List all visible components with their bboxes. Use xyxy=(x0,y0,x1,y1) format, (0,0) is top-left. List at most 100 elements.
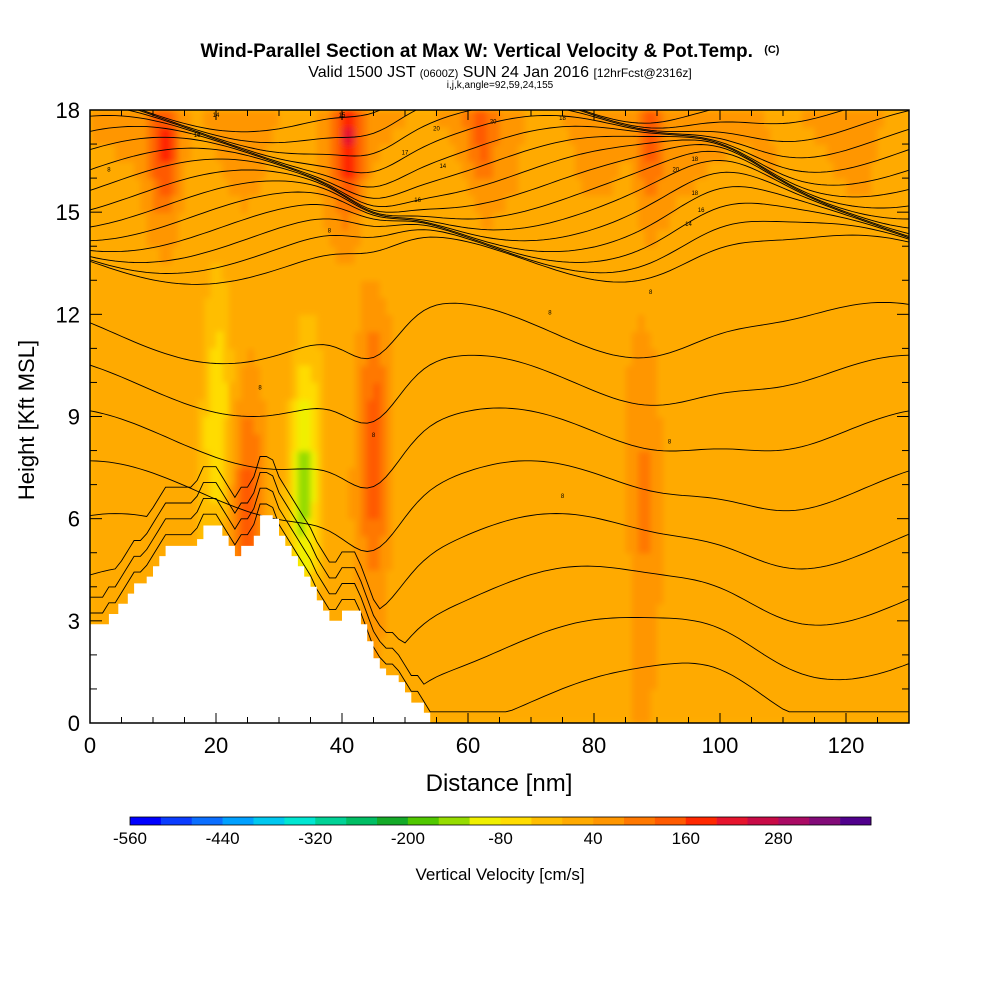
vv-cell xyxy=(373,603,381,622)
contour-label: 8 xyxy=(328,229,332,235)
vv-cell xyxy=(436,195,444,213)
vv-cell xyxy=(146,331,154,350)
vv-cell xyxy=(310,144,318,162)
vv-cell xyxy=(783,688,791,707)
vv-cell xyxy=(335,552,343,571)
vv-cell xyxy=(392,501,400,520)
colorbar-frame xyxy=(129,816,872,826)
vv-cell xyxy=(839,501,847,520)
vv-cell xyxy=(764,195,772,213)
vv-cell xyxy=(814,416,822,435)
vv-cell xyxy=(468,399,476,418)
vv-cell xyxy=(871,161,879,179)
vv-cell xyxy=(751,467,759,486)
vv-cell xyxy=(587,178,595,196)
vv-cell xyxy=(726,246,734,264)
vv-cell xyxy=(612,331,620,350)
vv-cell xyxy=(96,586,104,605)
vv-cell xyxy=(178,144,186,162)
vv-cell xyxy=(468,246,476,264)
vv-cell xyxy=(178,280,186,299)
vv-cell xyxy=(531,263,539,282)
vv-cell xyxy=(556,671,564,690)
vv-cell xyxy=(228,195,236,213)
vv-cell xyxy=(612,688,620,707)
vv-cell xyxy=(531,535,539,554)
vv-cell xyxy=(883,706,891,723)
vv-cell xyxy=(222,212,230,230)
vv-cell xyxy=(801,654,809,673)
vv-cell xyxy=(631,161,639,179)
vv-cell xyxy=(455,518,463,537)
vv-cell xyxy=(694,484,702,503)
vv-cell xyxy=(701,603,709,622)
vv-cell xyxy=(272,127,280,145)
vv-cell xyxy=(209,416,217,435)
vv-cell xyxy=(808,484,816,503)
vv-cell xyxy=(682,535,690,554)
vv-cell xyxy=(638,348,646,367)
vv-cell xyxy=(839,382,847,401)
vv-cell xyxy=(373,416,381,435)
vv-cell xyxy=(751,263,759,282)
vv-cell xyxy=(770,399,778,418)
vv-cell xyxy=(121,569,129,588)
vv-cell xyxy=(354,484,362,503)
vv-cell xyxy=(543,603,551,622)
vv-cell xyxy=(587,297,595,316)
vv-cell xyxy=(833,552,841,571)
vv-cell xyxy=(354,569,362,588)
vv-cell xyxy=(480,416,488,435)
vv-cell xyxy=(896,314,904,333)
vv-cell xyxy=(814,654,822,673)
vv-cell xyxy=(146,297,154,316)
vv-cell xyxy=(562,280,570,299)
vv-cell xyxy=(745,484,753,503)
vv-cell xyxy=(512,603,520,622)
vv-cell xyxy=(297,212,305,230)
vv-cell xyxy=(669,518,677,537)
vv-cell xyxy=(455,637,463,656)
vv-cell xyxy=(871,195,879,213)
vv-cell xyxy=(392,399,400,418)
vv-cell xyxy=(644,399,652,418)
vv-cell xyxy=(833,110,841,128)
vv-cell xyxy=(531,246,539,264)
vv-cell xyxy=(713,706,721,723)
vv-cell xyxy=(877,399,885,418)
vv-cell xyxy=(134,144,142,162)
vv-cell xyxy=(594,467,602,486)
vv-cell xyxy=(266,484,274,503)
vv-cell xyxy=(386,637,394,656)
vv-cell xyxy=(203,178,211,196)
vv-cell xyxy=(480,365,488,384)
vv-cell xyxy=(316,195,324,213)
vv-cell xyxy=(190,195,198,213)
vv-cell xyxy=(820,399,828,418)
vv-cell xyxy=(342,399,350,418)
vv-cell xyxy=(594,603,602,622)
vv-cell xyxy=(738,365,746,384)
vv-cell xyxy=(783,518,791,537)
vv-cell xyxy=(455,484,463,503)
vv-cell xyxy=(234,484,242,503)
vv-cell xyxy=(436,706,444,723)
vv-cell xyxy=(96,348,104,367)
vv-cell xyxy=(701,706,709,723)
vv-cell xyxy=(701,280,709,299)
vv-cell xyxy=(682,620,690,639)
vv-cell xyxy=(776,110,784,128)
vv-cell xyxy=(619,246,627,264)
vv-cell xyxy=(398,501,406,520)
vv-cell xyxy=(543,246,551,264)
vv-cell xyxy=(644,144,652,162)
vv-cell xyxy=(524,382,532,401)
contour-label: 18 xyxy=(691,191,698,197)
vv-cell xyxy=(140,212,148,230)
vv-cell xyxy=(266,382,274,401)
vv-cell xyxy=(581,484,589,503)
vv-cell xyxy=(846,348,854,367)
vv-cell xyxy=(146,365,154,384)
vv-cell xyxy=(543,484,551,503)
vv-cell xyxy=(373,297,381,316)
